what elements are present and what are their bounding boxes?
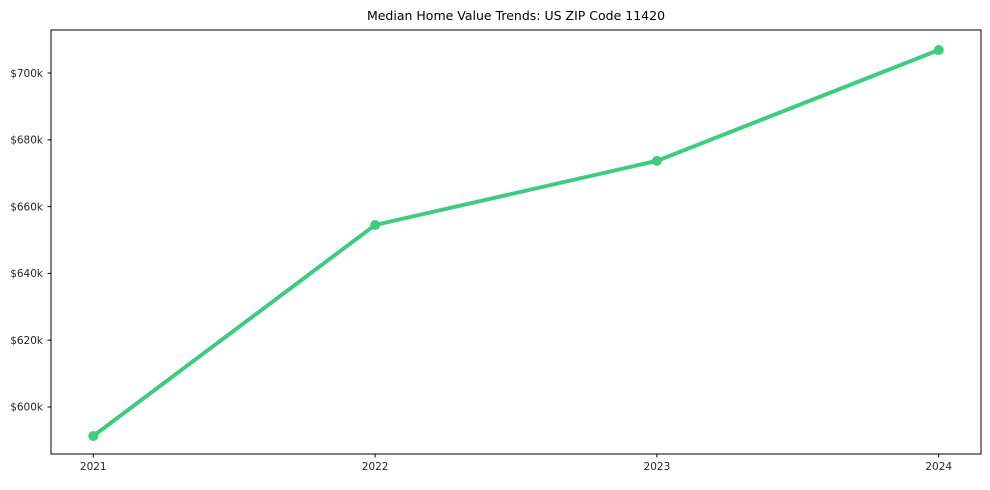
y-tick-label: $700k <box>10 68 44 80</box>
y-tick-label: $680k <box>10 135 44 147</box>
data-point <box>88 430 99 441</box>
plot-border <box>50 29 982 455</box>
data-point <box>651 155 662 166</box>
data-point <box>370 219 381 230</box>
x-tick-label: 2023 <box>644 461 671 473</box>
y-tick-label: $640k <box>10 268 44 280</box>
x-tick-label: 2022 <box>362 461 389 473</box>
y-tick-label: $620k <box>10 335 44 347</box>
y-tick-label: $600k <box>10 402 44 414</box>
x-tick-label: 2021 <box>80 461 107 473</box>
data-point <box>933 45 944 56</box>
x-tick-label: 2024 <box>925 461 952 473</box>
chart-title: Median Home Value Trends: US ZIP Code 11… <box>366 8 666 23</box>
y-tick-label: $660k <box>10 201 44 213</box>
data-line <box>91 48 941 438</box>
